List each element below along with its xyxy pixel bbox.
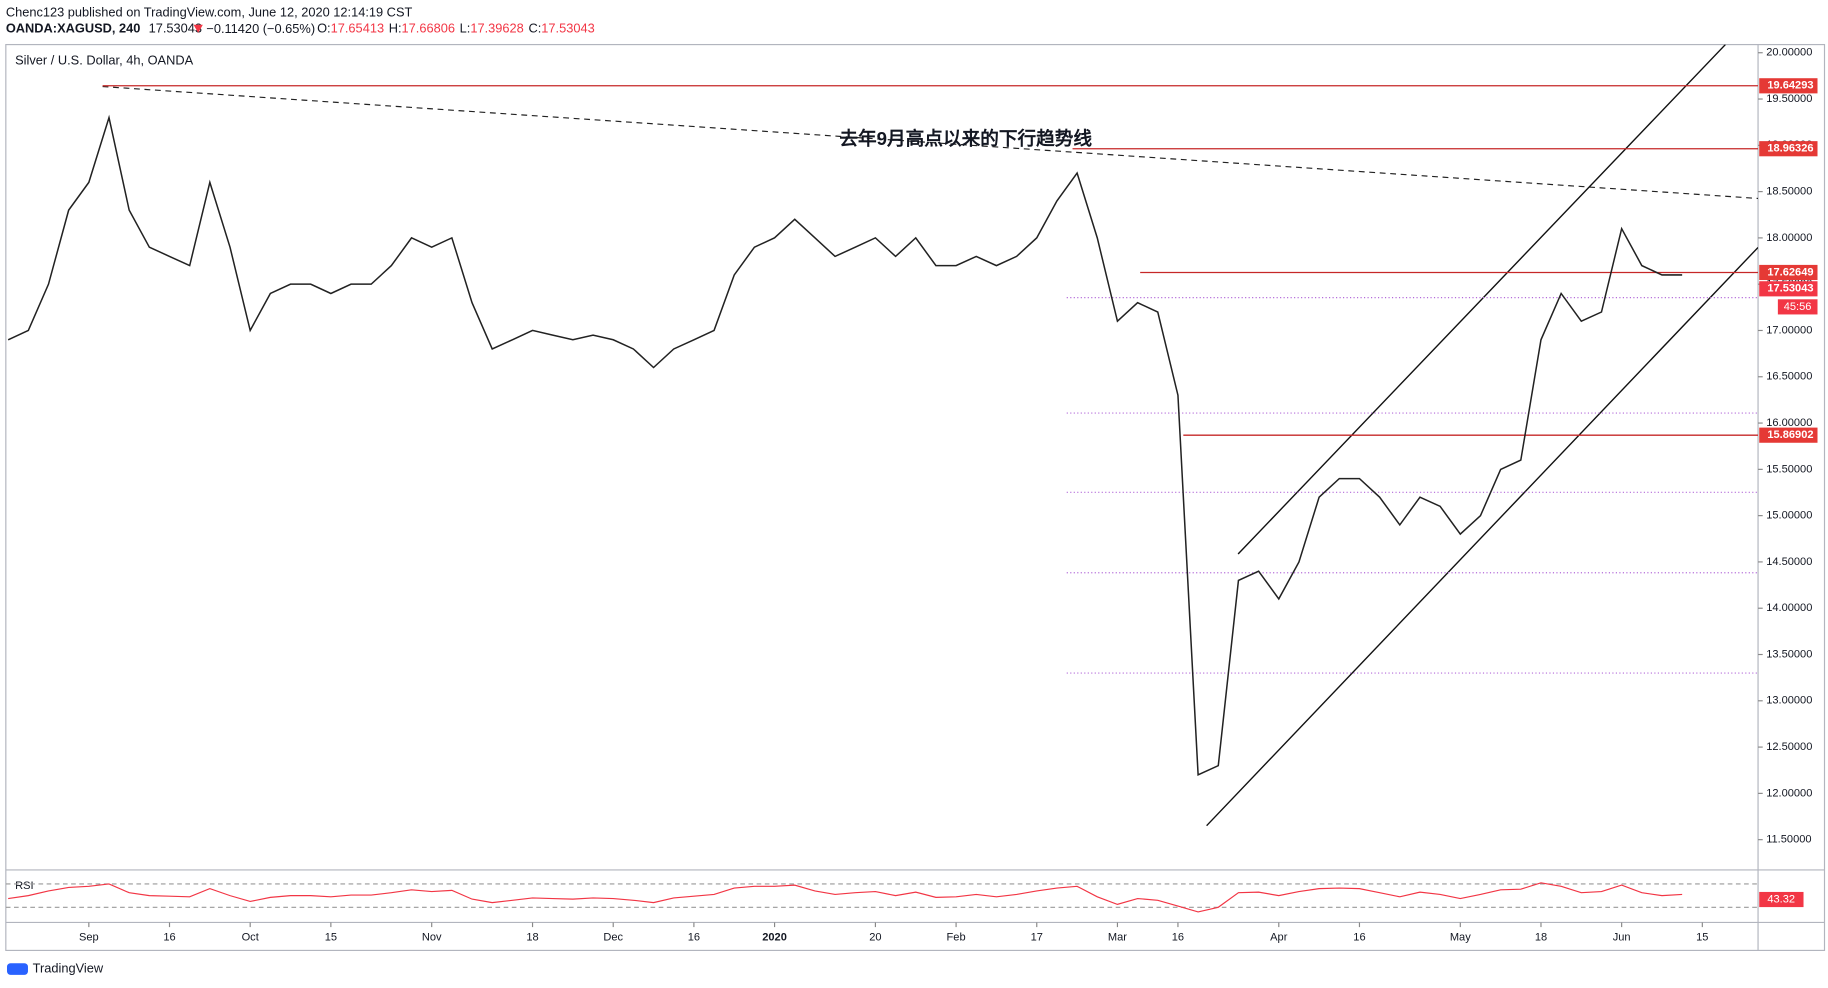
x-tick-label: Apr (1270, 932, 1288, 944)
y-tick-label: 20.00000 (1766, 47, 1812, 59)
y-tick-label: 13.00000 (1766, 695, 1812, 707)
ohlc-value: 17.53043 (541, 21, 594, 36)
y-tick-label: 15.00000 (1766, 510, 1812, 522)
y-tick-label: 15.50000 (1766, 463, 1812, 475)
ohlc: O:17.65413 H:17.66806 L:17.39628 C:17.53043 (317, 21, 595, 36)
y-tick-label: 17.00000 (1766, 324, 1812, 336)
rsi-line (8, 882, 1683, 913)
rsi-last-bg (1759, 891, 1804, 908)
drawings (102, 44, 1759, 827)
x-tick-label: 16 (688, 932, 700, 944)
x-tick-label: 16 (1353, 932, 1365, 944)
x-tick-label: Mar (1108, 932, 1127, 944)
x-tick-label: 15 (1696, 932, 1708, 944)
x-tick-label: May (1450, 932, 1471, 944)
ohlc-value: 17.66806 (402, 21, 455, 36)
trend-line (102, 85, 1759, 200)
price-line (7, 114, 1683, 776)
y-tick-label: 16.50000 (1766, 371, 1812, 383)
publisher: Chenc123 published on TradingView.com, J… (6, 4, 413, 19)
y-tick-label: 13.50000 (1766, 648, 1812, 660)
countdown-bg (1777, 299, 1818, 315)
level-label: 17.62649 (1767, 266, 1813, 278)
rsi-last: 43.32 (1767, 893, 1795, 905)
x-tick-label: 20 (869, 932, 881, 944)
level-label: 18.96326 (1767, 143, 1813, 155)
frame (5, 43, 1826, 951)
quote-line: OANDA:XAGUSD, 240 17.53043 (6, 21, 202, 36)
x-tick-label: 15 (325, 932, 337, 944)
logo (6, 963, 28, 975)
level-label-bg (1759, 264, 1818, 281)
x-tick-label: Oct (242, 932, 259, 944)
level-label-bg (1759, 427, 1818, 443)
x-tick-label: Dec (603, 932, 623, 944)
x-tick-label: Nov (422, 932, 442, 944)
annotation: 去年9月高点以来的下行趋势线 (839, 128, 1092, 149)
y-tick-label: 14.50000 (1766, 556, 1812, 568)
x-tick-label: Sep (79, 932, 99, 944)
y-tick-label: 11.50000 (1766, 834, 1811, 846)
y-tick-label: 18.00000 (1766, 232, 1812, 244)
ohlc-key: H: (389, 21, 402, 36)
x-tick-label: Jun (1613, 932, 1631, 944)
ohlc-value: 17.39628 (470, 21, 523, 36)
plot (7, 85, 1759, 776)
ohlc-value: 17.65413 (331, 21, 384, 36)
level-label-bg (1759, 141, 1818, 157)
y-tick-label: 19.50000 (1766, 93, 1812, 105)
x-tick-label: 16 (163, 932, 175, 944)
y-tick-label: 16.00000 (1766, 417, 1812, 429)
last-price-bg (1759, 281, 1818, 297)
last-price-label: 17.53043 (1767, 283, 1813, 295)
y-tick-label: 14.00000 (1766, 602, 1812, 614)
countdown: 45:56 (1784, 301, 1812, 313)
channel-upper (1237, 44, 1726, 555)
x-tick-label: 2020 (762, 932, 787, 944)
y-tick-label: 12.00000 (1766, 787, 1812, 799)
level-label-bg (1759, 78, 1818, 94)
ohlc-key: C: (528, 21, 541, 36)
level-label: 19.64293 (1767, 80, 1813, 92)
channel-lower (1206, 246, 1759, 827)
ohlc-key: O: (317, 21, 331, 36)
ohlc-key: L: (460, 21, 471, 36)
y-tick-label: 12.50000 (1766, 741, 1812, 753)
x-tick-label: Feb (947, 932, 966, 944)
brand: TradingView (33, 960, 104, 975)
symbol: OANDA:XAGUSD, 240 (6, 21, 141, 36)
rsi-plot (5, 882, 1759, 913)
rsi-label: RSI (15, 880, 33, 892)
level-label: 15.86902 (1767, 429, 1813, 441)
chart-title: Silver / U.S. Dollar, 4h, OANDA (15, 52, 193, 67)
y-tick-label: 18.50000 (1766, 186, 1812, 198)
x-tick-label: 16 (1172, 932, 1184, 944)
change: −0.11420 (−0.65%) (206, 21, 315, 36)
down-arrow (193, 24, 203, 33)
x-tick-label: 17 (1031, 932, 1043, 944)
x-tick-label: 18 (1535, 932, 1547, 944)
x-tick-label: 18 (526, 932, 538, 944)
last-price: 17.53043 (149, 21, 202, 36)
